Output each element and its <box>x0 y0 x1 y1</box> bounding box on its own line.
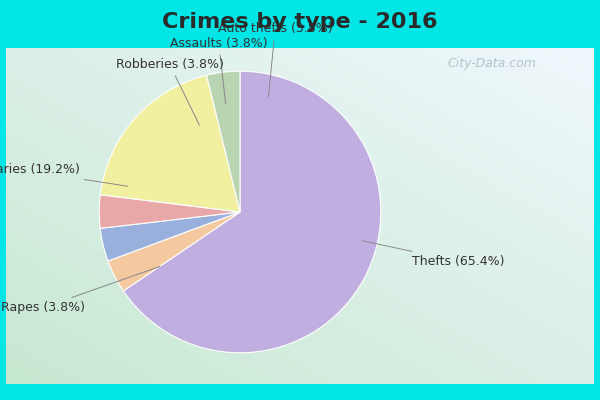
Wedge shape <box>100 75 240 212</box>
Wedge shape <box>124 71 381 353</box>
Text: City-Data.com: City-Data.com <box>448 58 536 70</box>
Wedge shape <box>206 71 240 212</box>
Wedge shape <box>100 212 240 261</box>
Text: Robberies (3.8%): Robberies (3.8%) <box>116 58 224 125</box>
Text: Thefts (65.4%): Thefts (65.4%) <box>362 241 505 268</box>
Text: Auto thefts (3.8%): Auto thefts (3.8%) <box>218 22 332 96</box>
Wedge shape <box>108 212 240 291</box>
Wedge shape <box>99 195 240 228</box>
Text: Rapes (3.8%): Rapes (3.8%) <box>1 266 160 314</box>
Text: Burglaries (19.2%): Burglaries (19.2%) <box>0 163 127 186</box>
Text: Crimes by type - 2016: Crimes by type - 2016 <box>162 12 438 32</box>
Text: Assaults (3.8%): Assaults (3.8%) <box>170 36 268 104</box>
